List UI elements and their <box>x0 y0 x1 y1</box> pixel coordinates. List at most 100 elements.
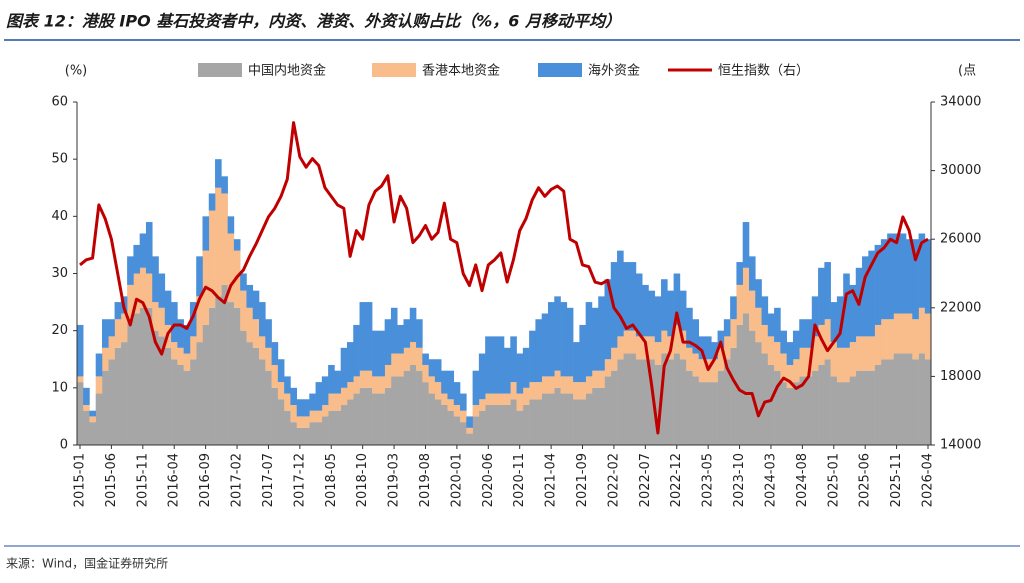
bar-segment <box>510 399 517 445</box>
legend-label: 香港本地资金 <box>422 63 500 79</box>
bar-segment <box>265 347 272 371</box>
bar-segment <box>158 336 166 445</box>
bar-segment <box>145 307 153 445</box>
bar-segment <box>108 359 115 445</box>
bar-segment <box>648 359 656 445</box>
bar-segment <box>485 393 492 405</box>
bar-segment <box>774 370 781 445</box>
y2-tick-label: 34000 <box>940 95 981 110</box>
bar-segment <box>673 324 681 354</box>
bar-segment <box>874 244 882 325</box>
bar-segment <box>654 296 662 343</box>
bar-segment <box>221 176 228 194</box>
bar-segment <box>453 416 461 445</box>
bar-segment <box>629 262 637 331</box>
bar-segment <box>541 376 549 394</box>
bar-segment <box>692 353 700 377</box>
bar-segment <box>504 393 511 405</box>
bar-segment <box>529 330 536 383</box>
bar-segment <box>748 330 756 445</box>
bar-segment <box>560 302 568 377</box>
bar-segment <box>384 319 392 365</box>
bar-segment <box>924 313 932 360</box>
bar-segment <box>76 324 84 377</box>
x-tick-label: 2020-01 <box>449 453 464 507</box>
source: 来源：Wind，国金证券研究所 <box>6 556 168 571</box>
bar-segment <box>573 342 580 383</box>
bar-segment <box>365 302 373 371</box>
bar-segment <box>240 290 247 331</box>
bar-segment <box>384 364 392 388</box>
bar-segment <box>761 324 769 354</box>
bar-segment <box>290 387 298 405</box>
bar-segment <box>918 233 926 308</box>
x-tick-label: 2022-12 <box>669 453 684 507</box>
bar-segment <box>560 376 568 394</box>
bar-segment <box>497 404 505 445</box>
bar-segment <box>177 364 184 445</box>
bar-segment <box>478 410 486 445</box>
bar-segment <box>579 399 586 445</box>
bar-segment <box>573 382 580 400</box>
bar-segment <box>805 376 813 445</box>
bar-segment <box>799 347 806 377</box>
y-tick-label: 0 <box>60 438 68 453</box>
bar-segment <box>164 347 172 445</box>
bar-segment <box>290 404 298 423</box>
bar-segment <box>246 307 254 343</box>
bar-segment <box>516 393 524 411</box>
y-tick-label: 60 <box>51 95 68 110</box>
x-tick-label: 2023-10 <box>732 453 747 507</box>
bar-segment <box>761 353 769 445</box>
bar-segment <box>598 296 605 371</box>
bar-segment <box>529 382 536 400</box>
x-tick-label: 2024-03 <box>763 453 778 507</box>
bar-segment <box>353 324 360 377</box>
bar-segment <box>667 290 674 337</box>
bar-segment <box>252 290 260 320</box>
bar-segment <box>127 284 134 320</box>
bar-segment <box>686 370 693 445</box>
bar-segment <box>924 239 932 314</box>
bar-segment <box>365 387 373 445</box>
bar-segment <box>290 422 298 445</box>
bar-segment <box>799 376 806 445</box>
bar-segment <box>397 376 404 445</box>
legend-label: 恒生指数（右） <box>718 64 809 79</box>
bar-segment <box>880 319 888 360</box>
x-tick-label: 2015-11 <box>135 453 150 507</box>
bar-segment <box>516 353 524 394</box>
x-tick-label: 2016-09 <box>198 453 213 507</box>
bar-segment <box>76 376 84 383</box>
bar-segment <box>390 376 398 445</box>
bar-segment <box>547 393 555 445</box>
bar-segment <box>252 347 260 445</box>
bar-segment <box>108 319 115 337</box>
bar-segment <box>868 250 875 337</box>
bar-segment <box>472 404 480 417</box>
bar-segment <box>585 376 593 394</box>
bar-segment <box>893 313 901 354</box>
bar-segment <box>215 296 222 445</box>
bar-segment <box>874 324 882 365</box>
bar-segment <box>403 347 411 371</box>
bar-segment <box>755 307 762 343</box>
bar-segment <box>642 359 649 445</box>
bar-segment <box>736 262 743 285</box>
bar-segment <box>598 370 605 388</box>
bar-segment <box>89 410 97 417</box>
bar-segment <box>428 359 436 377</box>
bar-segment <box>610 347 618 371</box>
bar-segment <box>717 330 725 348</box>
bar-segment <box>522 347 530 388</box>
bar-segment <box>799 319 806 348</box>
bar-segment <box>460 422 467 445</box>
bar-segment <box>780 353 787 383</box>
bar-segment <box>353 376 360 394</box>
bar-segment <box>792 382 800 445</box>
legend-swatch <box>198 63 242 77</box>
bar-segment <box>887 319 894 360</box>
bar-segment <box>774 342 781 371</box>
bar-segment <box>912 319 919 360</box>
